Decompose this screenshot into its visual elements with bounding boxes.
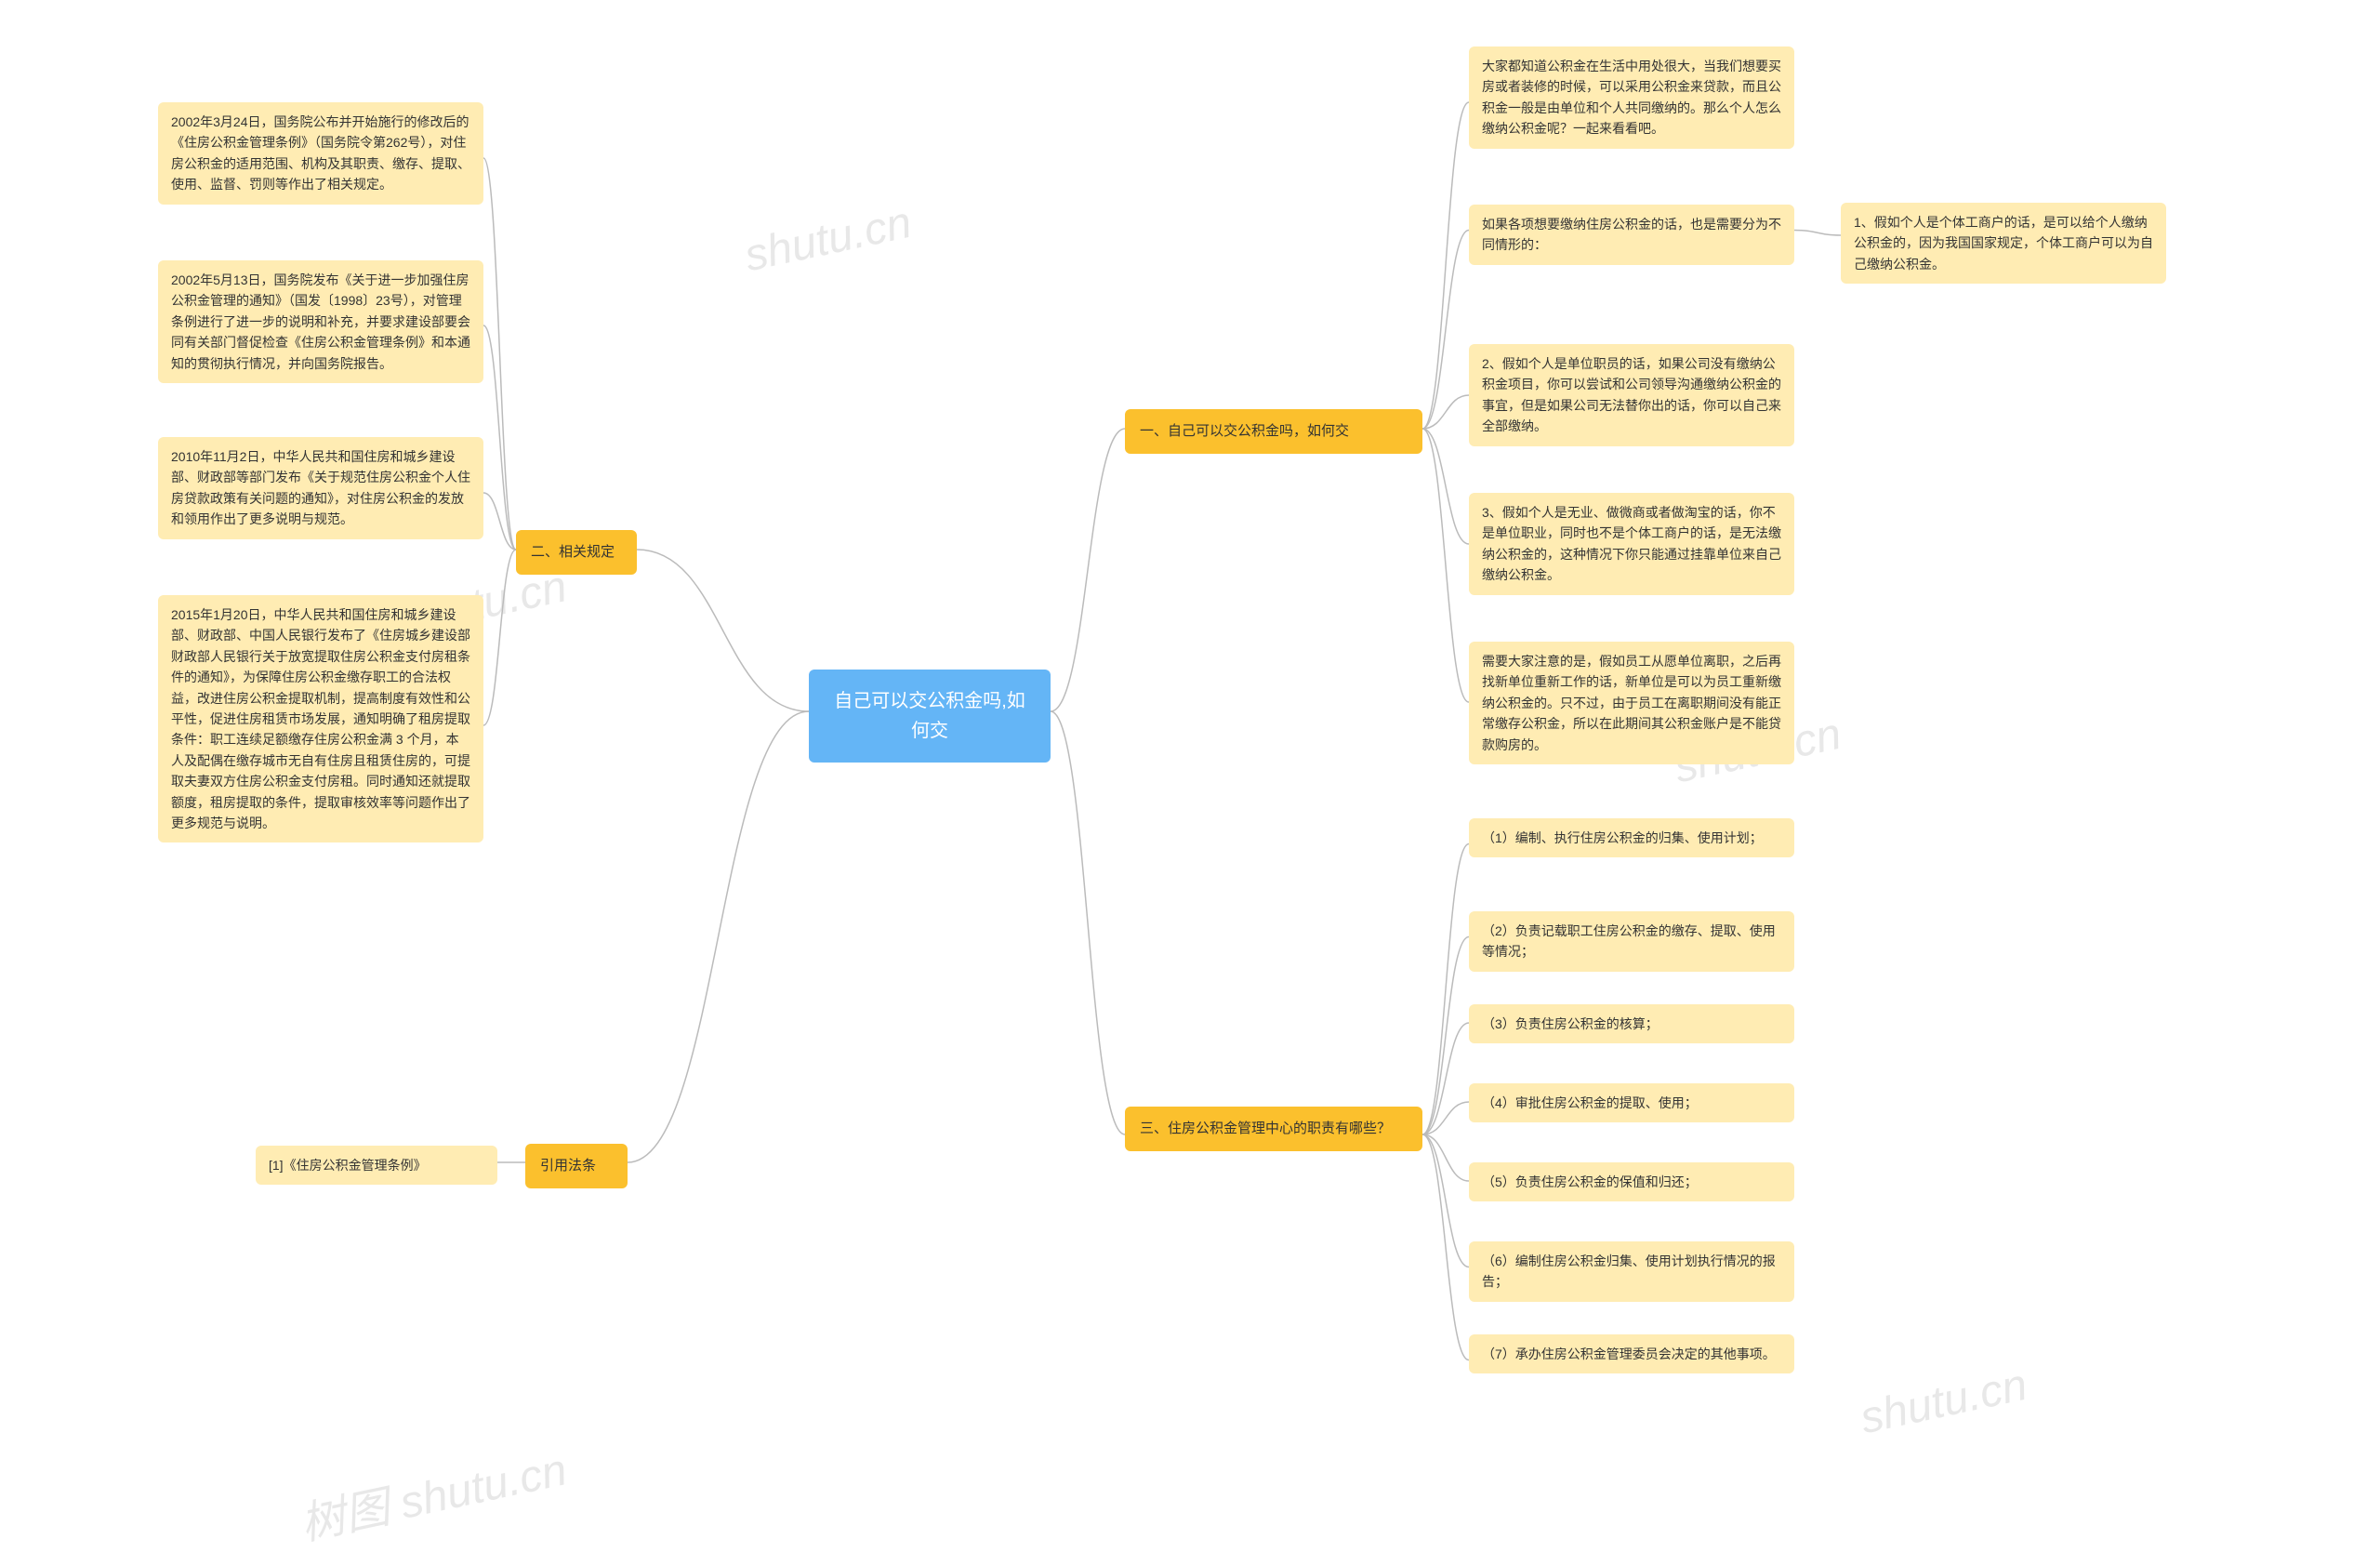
watermark: shutu.cn bbox=[740, 197, 916, 283]
section-section3-item: （3）负责住房公积金的核算； bbox=[1469, 1004, 1794, 1043]
section-section1-item: 大家都知道公积金在生活中用处很大，当我们想要买房或者装修的时候，可以采用公积金来… bbox=[1469, 46, 1794, 149]
watermark: 树图 shutu.cn bbox=[294, 1433, 572, 1552]
section-section3-item: （1）编制、执行住房公积金的归集、使用计划； bbox=[1469, 818, 1794, 857]
section-section2-title: 二、相关规定 bbox=[516, 530, 637, 575]
section-section1-item: 3、假如个人是无业、做微商或者做淘宝的话，你不是单位职业，同时也不是个体工商户的… bbox=[1469, 493, 1794, 595]
section-section2-item: 2015年1月20日，中华人民共和国住房和城乡建设部、财政部、中国人民银行发布了… bbox=[158, 595, 483, 842]
section-section2-item: 2002年3月24日，国务院公布并开始施行的修改后的《住房公积金管理条例》（国务… bbox=[158, 102, 483, 205]
section-section3-item: （2）负责记载职工住房公积金的缴存、提取、使用等情况； bbox=[1469, 911, 1794, 972]
section-section3-item: （6）编制住房公积金归集、使用计划执行情况的报告； bbox=[1469, 1241, 1794, 1302]
section-section2-item: 2010年11月2日，中华人民共和国住房和城乡建设部、财政部等部门发布《关于规范… bbox=[158, 437, 483, 539]
section-section1-item: 2、假如个人是单位职员的话，如果公司没有缴纳公积金项目，你可以尝试和公司领导沟通… bbox=[1469, 344, 1794, 446]
section-section3-item: （4）审批住房公积金的提取、使用； bbox=[1469, 1083, 1794, 1122]
section-section1-item: 需要大家注意的是，假如员工从愿单位离职，之后再找新单位重新工作的话，新单位是可以… bbox=[1469, 642, 1794, 764]
watermark: shutu.cn bbox=[1856, 1360, 2031, 1445]
section-section1-item: 如果各项想要缴纳住房公积金的话，也是需要分为不同情形的： bbox=[1469, 205, 1794, 265]
section-section1-title: 一、自己可以交公积金吗，如何交 bbox=[1125, 409, 1422, 454]
mindmap-root: 自己可以交公积金吗,如何交 bbox=[809, 670, 1051, 763]
section-section3-item: （7）承办住房公积金管理委员会决定的其他事项。 bbox=[1469, 1334, 1794, 1373]
section1-subitem: 1、假如个人是个体工商户的话，是可以给个人缴纳公积金的，因为我国国家规定，个体工… bbox=[1841, 203, 2166, 284]
section-citation-item: [1]《住房公积金管理条例》 bbox=[256, 1146, 497, 1185]
section-citation-title: 引用法条 bbox=[525, 1144, 628, 1188]
section-section2-item: 2002年5月13日，国务院发布《关于进一步加强住房公积金管理的通知》（国发〔1… bbox=[158, 260, 483, 383]
section-section3-item: （5）负责住房公积金的保值和归还； bbox=[1469, 1162, 1794, 1201]
section-section3-title: 三、住房公积金管理中心的职责有哪些？ bbox=[1125, 1107, 1422, 1151]
